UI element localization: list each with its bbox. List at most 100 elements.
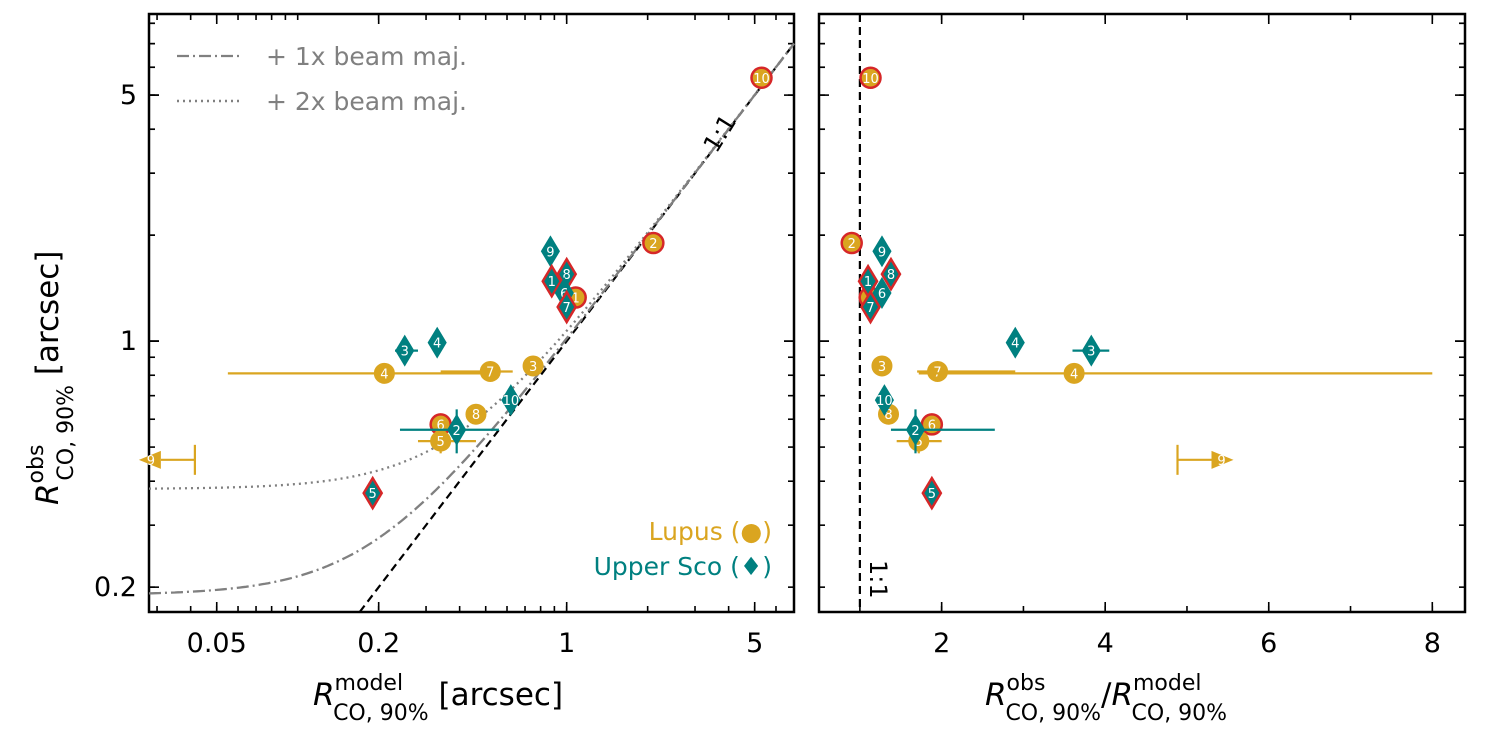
lupus-marker — [840, 231, 863, 255]
point-label: 6 — [878, 287, 886, 302]
point-label: 10 — [876, 394, 893, 409]
left-ylabel: Robs CO, 90% [arcsec] — [24, 251, 79, 505]
lupus-marker — [465, 403, 487, 425]
lupus-marker — [430, 430, 452, 452]
lupus-point-7: 7 — [440, 360, 513, 382]
point-label: 9 — [878, 245, 886, 260]
usco-point-9: 9 — [872, 235, 892, 268]
lupus-marker — [642, 231, 665, 255]
usco-marker — [447, 413, 467, 446]
point-label: 3 — [878, 360, 886, 375]
left-curves — [148, 42, 795, 613]
lupus-marker — [859, 66, 882, 90]
point-label: 4 — [1070, 367, 1078, 382]
limit-arrowhead — [1211, 450, 1234, 469]
x-tick-label: 6 — [1260, 628, 1277, 659]
usco-point-7: 7 — [860, 289, 881, 325]
point-label: 6 — [437, 418, 445, 433]
usco-point-6: 6 — [872, 277, 892, 309]
usco-marker — [880, 256, 902, 292]
usco-marker — [1081, 334, 1101, 367]
lupus-point-10: 10 — [859, 66, 882, 90]
lupus-marker — [927, 360, 949, 382]
usco-marker — [872, 235, 892, 268]
point-label: 3 — [401, 345, 409, 360]
x-tick-label: 4 — [1097, 628, 1114, 659]
lupus-point-3: 3 — [871, 355, 893, 377]
lupus-point-7: 7 — [917, 360, 1016, 382]
right-plot-frame — [817, 12, 1467, 614]
x-tick-label: 2 — [933, 628, 950, 659]
one-to-one-line — [358, 43, 795, 613]
x-tick-label: 0.2 — [357, 628, 400, 659]
point-label: 9 — [1217, 454, 1225, 469]
beam-1x-curve — [148, 42, 795, 595]
point-label: 8 — [563, 268, 571, 283]
point-label: 3 — [529, 360, 537, 375]
point-label: 8 — [884, 408, 892, 423]
lupus-point-8: 8 — [465, 403, 487, 425]
lupus-point-10: 10 — [750, 66, 773, 90]
usco-marker — [872, 277, 892, 309]
usco-point-3: 3 — [395, 334, 418, 367]
point-label: 5 — [369, 487, 377, 502]
lupus-marker — [750, 66, 773, 90]
lupus-marker — [373, 362, 395, 384]
point-label: 1 — [572, 292, 580, 307]
usco-marker — [501, 384, 521, 417]
point-label: 5 — [915, 435, 923, 450]
point-label: 4 — [433, 337, 441, 352]
usco-point-10: 10 — [501, 384, 521, 417]
point-label: 1 — [548, 275, 556, 290]
usco-marker — [1005, 326, 1025, 359]
y-tick-label: 0.2 — [94, 572, 137, 603]
x-tick-label: 0.05 — [187, 628, 247, 659]
usco-point-2: 2 — [890, 409, 995, 454]
usco-point-9: 9 — [540, 235, 560, 268]
point-label: 7 — [486, 365, 494, 380]
usco-marker — [860, 289, 881, 325]
left-plot-frame — [147, 12, 796, 614]
lupus-point-3: 3 — [522, 355, 544, 377]
point-label: 5 — [437, 435, 445, 450]
lupus-point-6: 6 — [920, 413, 944, 436]
right-xlabel: Robs CO, 90%/Rmodel CO, 90% — [985, 671, 1227, 726]
usco-marker — [874, 384, 895, 417]
point-label: 5 — [928, 487, 936, 502]
point-label: 10 — [862, 72, 879, 87]
point-label: 6 — [928, 418, 936, 433]
legend-beam2-label: + 2x beam maj. — [266, 87, 467, 116]
usco-point-5: 5 — [362, 475, 384, 511]
usco-marker — [556, 289, 578, 325]
left-xlabel: Rmodel CO, 90% [arcsec] — [313, 671, 563, 726]
lupus-marker — [1063, 362, 1085, 384]
usco-point-5: 5 — [921, 475, 943, 511]
point-label: 8 — [887, 268, 895, 283]
point-label: 7 — [563, 301, 571, 316]
usco-marker — [395, 334, 415, 367]
point-label: 4 — [1011, 337, 1019, 352]
one-to-one-label-right: 1:1 — [864, 560, 892, 599]
point-label: 2 — [453, 424, 461, 439]
point-label: 7 — [866, 301, 874, 316]
lupus-marker — [871, 355, 893, 377]
lupus-point-4: 4 — [227, 362, 486, 384]
point-label: 2 — [911, 424, 919, 439]
lupus-point-9: 9 — [1176, 444, 1234, 475]
point-label: 8 — [472, 408, 480, 423]
lupus-marker — [479, 360, 501, 382]
left-points: 1021374865998167431025 — [138, 66, 773, 511]
y-tick-label: 5 — [120, 80, 137, 111]
usco-marker — [427, 326, 447, 359]
lupus-point-4: 4 — [918, 362, 1433, 384]
point-label: 10 — [753, 72, 770, 87]
usco-point-2: 2 — [399, 409, 499, 454]
usco-marker — [905, 413, 926, 446]
lupus-point-2: 2 — [642, 231, 665, 255]
usco-point-4: 4 — [1005, 326, 1025, 359]
